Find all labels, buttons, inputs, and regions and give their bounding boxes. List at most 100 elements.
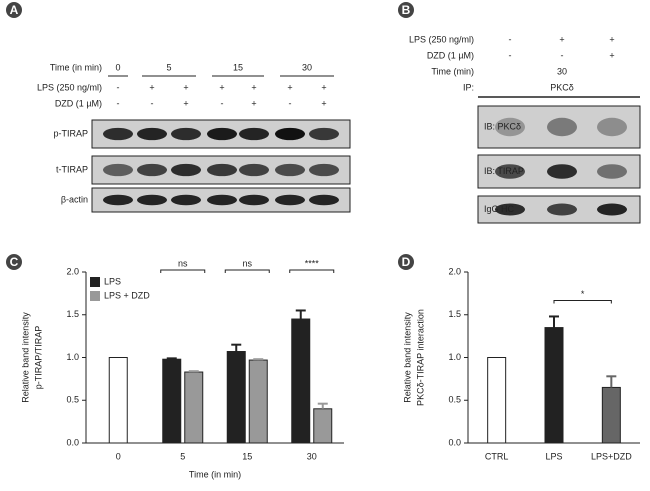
time-value: 0 <box>115 62 120 72</box>
legend-label: LPS + DZD <box>104 290 150 300</box>
panel-badge <box>398 2 414 18</box>
blot-band <box>547 164 577 179</box>
row-mark: - <box>509 34 512 44</box>
y-tick-label: 0.5 <box>66 395 79 405</box>
blot-band <box>171 127 201 141</box>
row-mark: - <box>289 98 292 108</box>
time-value: 5 <box>166 62 171 72</box>
blot-band <box>547 203 577 216</box>
bar <box>291 318 311 444</box>
bar <box>313 408 333 444</box>
significance-label: * <box>581 289 585 299</box>
panel-badge <box>398 254 414 270</box>
row-mark: + <box>149 82 154 92</box>
y-tick-label: 1.5 <box>66 309 79 319</box>
y-tick-label: 1.5 <box>448 309 461 319</box>
x-tick-label: LPS <box>545 451 562 461</box>
legend-label: LPS <box>104 276 121 286</box>
time-value: 30 <box>302 62 312 72</box>
y-tick-label: 2.0 <box>448 266 461 276</box>
time-value: 15 <box>233 62 243 72</box>
blot-background <box>477 105 641 149</box>
blot-band <box>207 127 237 141</box>
significance-label: ns <box>178 258 188 268</box>
blot-band <box>275 127 305 141</box>
row-mark: + <box>183 82 188 92</box>
significance-bracket <box>224 269 270 273</box>
error-bar <box>253 358 264 361</box>
row-mark: - <box>221 98 224 108</box>
error-bar <box>231 343 242 352</box>
significance-bracket <box>289 269 335 273</box>
panel-badge <box>6 2 22 18</box>
row-mark: + <box>321 98 326 108</box>
significance-label: ns <box>242 258 252 268</box>
error-bar <box>317 402 328 409</box>
time-label: Time (min) <box>431 66 474 76</box>
panel-label: B <box>402 3 411 17</box>
blot-band <box>137 163 167 177</box>
significance-bracket <box>553 299 612 304</box>
row-label: DZD (1 µM) <box>427 50 474 60</box>
blot-band <box>275 163 305 177</box>
x-tick-label: 30 <box>307 451 317 461</box>
error-bar <box>606 375 617 388</box>
blot-band <box>309 127 339 141</box>
blot-band <box>309 194 339 206</box>
x-tick-label: 0 <box>116 451 121 461</box>
y-tick-label: 0.0 <box>66 437 79 447</box>
blot-band <box>547 117 577 137</box>
error-bar <box>549 315 559 328</box>
row-mark: + <box>559 34 564 44</box>
ip-value: PKCδ <box>550 82 574 92</box>
blot-band <box>171 163 201 177</box>
panel-badge <box>6 254 22 270</box>
band-label: t-TIRAP <box>56 164 88 174</box>
x-tick-label: CTRL <box>485 451 509 461</box>
row-mark: - <box>509 50 512 60</box>
blot-band <box>495 117 525 137</box>
y-axis-title: Relative band intensity <box>20 312 30 403</box>
blot-band <box>207 163 237 177</box>
row-mark: + <box>219 82 224 92</box>
bar <box>226 351 246 444</box>
blot-band <box>103 194 133 206</box>
error-bar <box>188 370 199 373</box>
y-tick-label: 1.0 <box>448 352 461 362</box>
row-mark: + <box>321 82 326 92</box>
row-mark: - <box>151 98 154 108</box>
row-mark: - <box>117 82 120 92</box>
row-label: DZD (1 µM) <box>55 98 102 108</box>
blot-band <box>239 163 269 177</box>
band-label: IB: TIRAP <box>484 166 524 176</box>
row-label: LPS (250 ng/ml) <box>409 34 474 44</box>
significance-bracket <box>160 269 206 273</box>
blot-band <box>103 127 133 141</box>
blot-band <box>239 127 269 141</box>
legend-swatch <box>90 291 100 301</box>
y-tick-label: 0.5 <box>448 395 461 405</box>
panel-label: C <box>10 255 19 269</box>
row-mark: - <box>561 50 564 60</box>
bar <box>544 327 564 444</box>
x-tick-label: 5 <box>180 451 185 461</box>
bar <box>601 386 621 444</box>
x-tick-label: LPS+DZD <box>591 451 632 461</box>
bar <box>248 359 268 444</box>
row-mark: + <box>609 34 614 44</box>
row-label: LPS (250 ng/ml) <box>37 82 102 92</box>
band-label: IB: PKCδ <box>484 121 521 131</box>
blot-band <box>207 194 237 206</box>
blot-band <box>309 163 339 177</box>
ip-label: IP: <box>463 82 474 92</box>
blot-band <box>275 194 305 206</box>
y-axis-title: p-TIRAP/TIRAP <box>33 326 43 390</box>
significance-label: **** <box>305 258 320 268</box>
error-bar <box>166 357 177 360</box>
x-axis-title: Time (in min) <box>189 469 241 479</box>
time-value: 30 <box>557 66 567 76</box>
blot-band <box>103 163 133 177</box>
panel-label: D <box>402 255 411 269</box>
